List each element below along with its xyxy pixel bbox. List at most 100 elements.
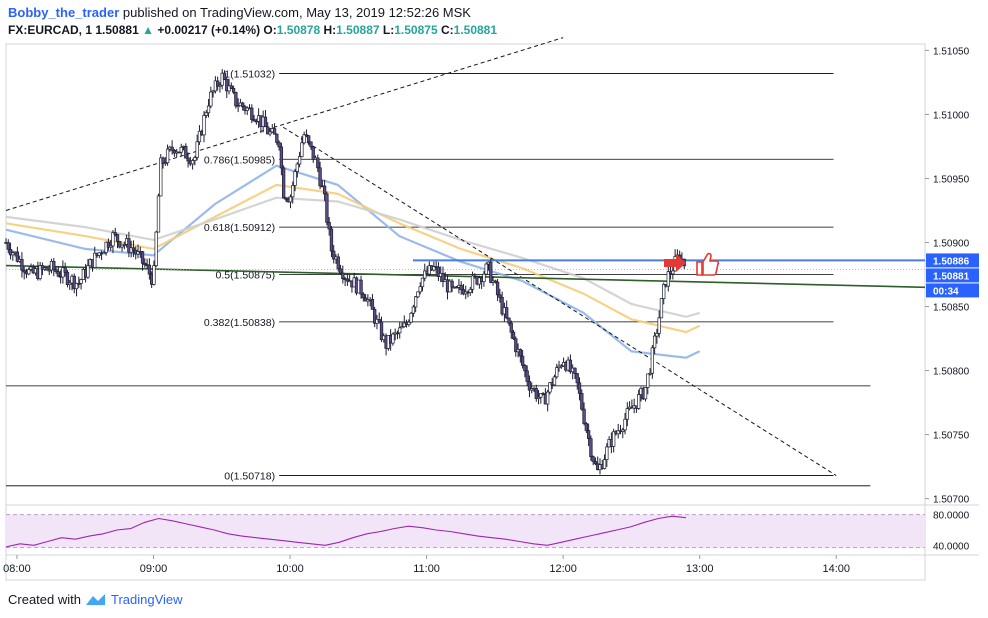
candle[interactable] <box>252 114 256 122</box>
candle[interactable] <box>582 402 586 426</box>
candle[interactable] <box>662 282 666 305</box>
candle[interactable] <box>589 435 593 461</box>
candle[interactable] <box>122 241 126 250</box>
candle[interactable] <box>131 240 136 257</box>
candle[interactable] <box>332 244 336 264</box>
candle[interactable] <box>193 155 197 166</box>
candle[interactable] <box>170 140 174 155</box>
candle[interactable] <box>186 152 190 168</box>
candle[interactable] <box>345 273 350 286</box>
candle[interactable] <box>395 330 400 340</box>
candle[interactable] <box>523 363 527 378</box>
candle[interactable] <box>423 263 427 282</box>
candle[interactable] <box>539 393 543 404</box>
candle[interactable] <box>650 344 654 379</box>
support-trend-line[interactable] <box>5 264 926 289</box>
candle[interactable] <box>470 271 475 294</box>
candle[interactable] <box>263 110 268 128</box>
candle[interactable] <box>72 273 76 294</box>
candle[interactable] <box>156 193 161 233</box>
candle[interactable] <box>648 368 652 376</box>
candle[interactable] <box>552 374 557 386</box>
candle[interactable] <box>400 322 404 329</box>
candle[interactable] <box>657 310 661 338</box>
candle[interactable] <box>318 161 322 190</box>
candle[interactable] <box>336 253 340 272</box>
candle[interactable] <box>652 331 657 355</box>
candle[interactable] <box>202 110 206 143</box>
candle[interactable] <box>20 252 24 278</box>
candle[interactable] <box>416 291 420 299</box>
candle[interactable] <box>268 129 272 137</box>
candle[interactable] <box>586 423 591 447</box>
candle[interactable] <box>637 389 641 410</box>
candle[interactable] <box>115 233 120 249</box>
candle[interactable] <box>482 271 486 287</box>
candle[interactable] <box>197 125 202 145</box>
candle[interactable] <box>229 82 233 90</box>
candle[interactable] <box>118 240 122 249</box>
candle[interactable] <box>505 300 509 320</box>
tradingview-logo-icon[interactable] <box>85 593 107 607</box>
candle[interactable] <box>511 329 516 340</box>
candle[interactable] <box>509 320 513 339</box>
candle[interactable] <box>45 267 49 271</box>
candle[interactable] <box>241 101 245 111</box>
candle[interactable] <box>206 98 211 118</box>
candle[interactable] <box>484 262 488 276</box>
candle[interactable] <box>593 457 598 466</box>
candle[interactable] <box>291 181 295 204</box>
candle[interactable] <box>8 242 13 260</box>
candle[interactable] <box>420 277 425 292</box>
candle[interactable] <box>218 82 222 93</box>
candle[interactable] <box>184 143 188 159</box>
candle[interactable] <box>288 194 293 209</box>
candle[interactable] <box>541 391 545 396</box>
candle[interactable] <box>450 279 454 293</box>
candle[interactable] <box>106 238 111 251</box>
candle[interactable] <box>211 89 215 98</box>
candle[interactable] <box>297 151 302 168</box>
moving-average-line[interactable] <box>5 164 701 359</box>
candle[interactable] <box>659 298 664 319</box>
candle[interactable] <box>11 250 15 261</box>
candle[interactable] <box>282 165 286 199</box>
candle[interactable] <box>459 281 463 295</box>
candle[interactable] <box>109 240 113 251</box>
candle[interactable] <box>190 158 195 170</box>
candle[interactable] <box>275 133 279 145</box>
author-link[interactable]: Bobby_the_trader <box>8 5 120 20</box>
candle[interactable] <box>546 389 550 412</box>
candle[interactable] <box>398 321 402 339</box>
candle[interactable] <box>77 276 81 288</box>
candle[interactable] <box>231 85 236 95</box>
candle[interactable] <box>68 279 72 290</box>
candle[interactable] <box>495 278 500 301</box>
candle[interactable] <box>47 264 51 276</box>
candle[interactable] <box>300 136 304 158</box>
candle[interactable] <box>79 278 83 290</box>
candle[interactable] <box>86 259 90 279</box>
candle[interactable] <box>573 367 577 380</box>
candle[interactable] <box>612 428 616 453</box>
candle[interactable] <box>643 387 648 402</box>
candle[interactable] <box>555 363 559 379</box>
candle[interactable] <box>559 363 563 369</box>
tradingview-brand-link[interactable]: TradingView <box>110 592 183 607</box>
candle[interactable] <box>605 443 609 467</box>
candle[interactable] <box>311 146 315 163</box>
candle[interactable] <box>309 141 313 150</box>
candle[interactable] <box>616 423 620 439</box>
candle[interactable] <box>22 266 26 280</box>
candle[interactable] <box>15 246 20 263</box>
candle[interactable] <box>120 244 124 252</box>
candle[interactable] <box>147 258 152 280</box>
candle[interactable] <box>391 332 395 346</box>
candle[interactable] <box>373 306 377 328</box>
candle[interactable] <box>359 275 363 299</box>
candle[interactable] <box>327 217 331 236</box>
candle[interactable] <box>432 261 436 272</box>
candle[interactable] <box>216 76 220 91</box>
candle[interactable] <box>520 349 525 369</box>
dashed-trend-line[interactable] <box>5 37 564 211</box>
